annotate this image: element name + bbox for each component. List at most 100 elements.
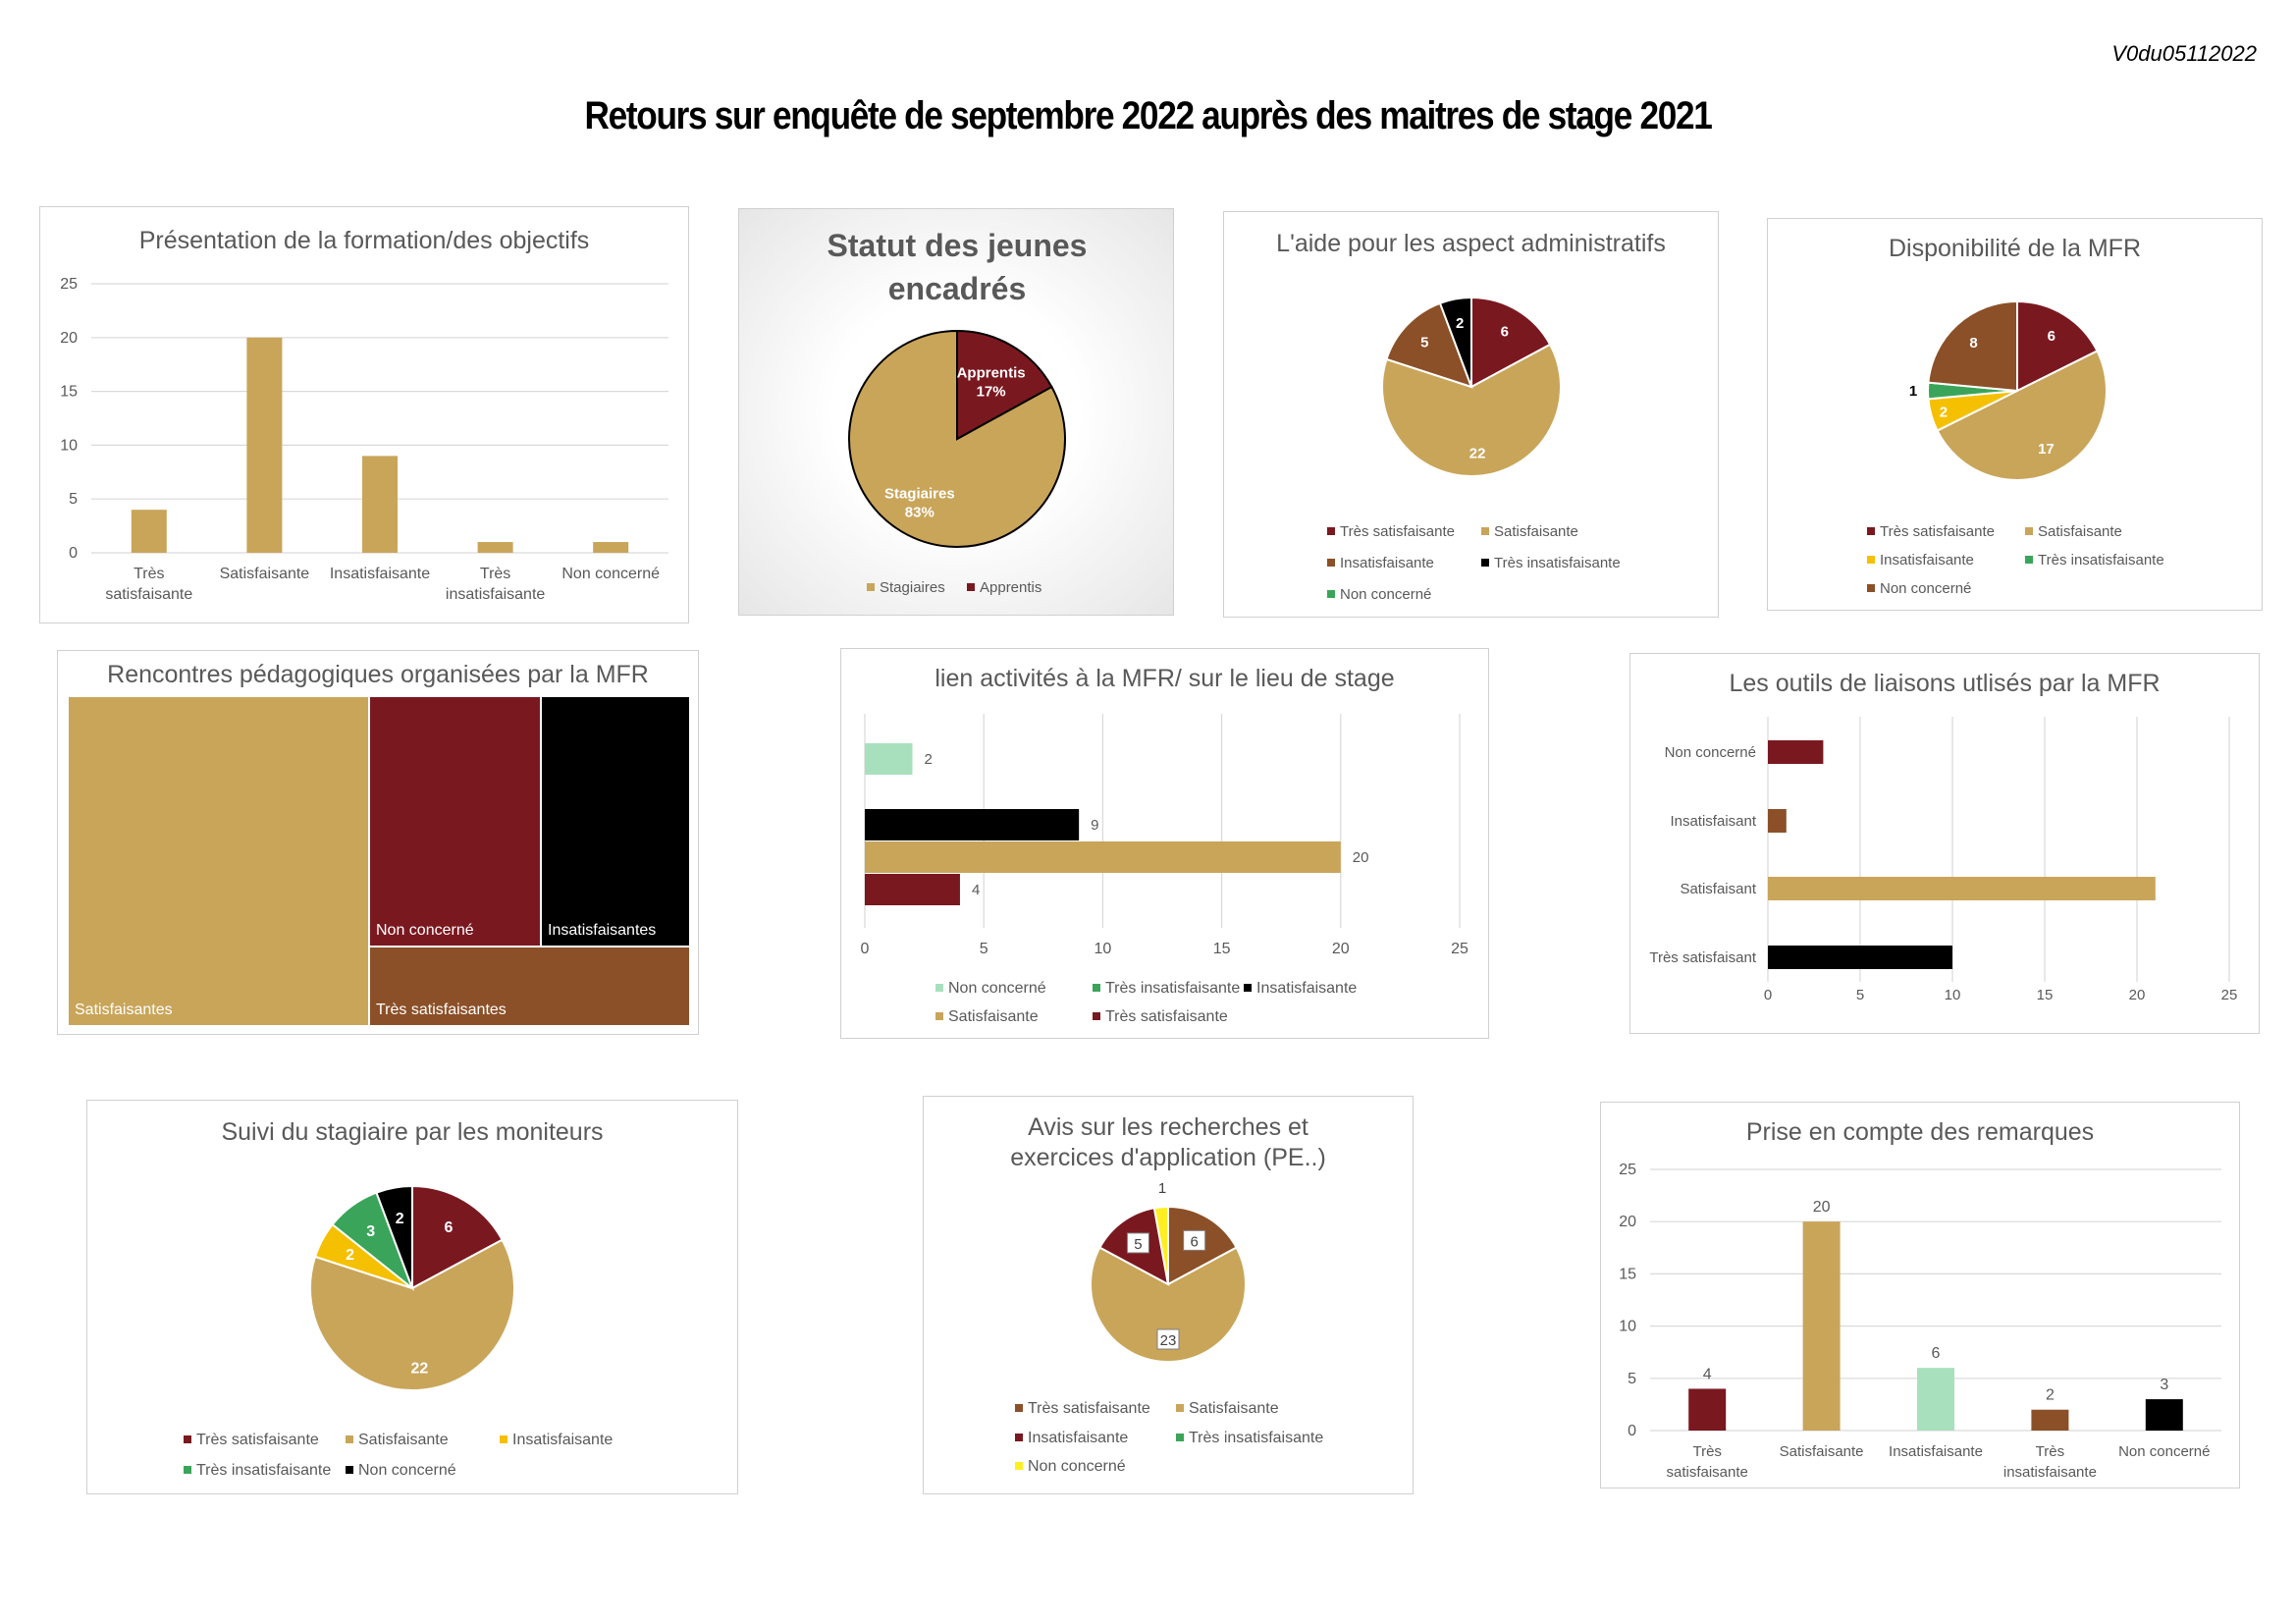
legend-label: Non concerné (1880, 580, 1971, 597)
legend-label: Très insatisfaisante (1189, 1430, 1323, 1446)
y-tick-label: 15 (1619, 1266, 1636, 1282)
slice-value: 2 (346, 1247, 354, 1264)
x-tick-label: 10 (1945, 987, 1961, 1003)
legend-swatch (346, 1435, 353, 1443)
slice-value: 22 (1469, 446, 1486, 462)
legend-swatch (1481, 559, 1489, 567)
x-tick-label: Très (2036, 1443, 2064, 1460)
x-tick-label: 20 (1332, 941, 1350, 957)
slice-value: 23 (1160, 1332, 1177, 1349)
legend-label: Stagiaires (880, 579, 945, 596)
chart-lien-svg: 0 5 10 15 20 25 2 9 20 4 Non concerné Très insatisf… (861, 714, 1468, 1025)
legend-label: Très satisfaisante (196, 1432, 319, 1448)
y-tick-label: 10 (1619, 1319, 1636, 1335)
x-tick-label: 5 (980, 941, 988, 957)
data-label: 20 (1353, 849, 1369, 866)
chart-title-line: Statut des jeunes (828, 228, 1088, 263)
legend-label: Très satisfaisante (1105, 1008, 1228, 1025)
slice-value: 17 (2038, 441, 2055, 458)
bar (1688, 1388, 1727, 1431)
legend-swatch (1093, 984, 1100, 992)
y-tick-label: Insatisfaisant (1670, 813, 1756, 830)
slice-value-box (1126, 1232, 1149, 1254)
slice-value: 2 (1940, 404, 1948, 420)
chart-title-line: encadrés (888, 271, 1027, 306)
legend-label: Très satisfaisante (1340, 523, 1455, 540)
data-label: 20 (1813, 1199, 1831, 1216)
legend-label: Apprentis (980, 579, 1041, 596)
chart-avis-svg: 6 23 5 1 Très satisfaisante Satisfaisante Insa… (1015, 1180, 1323, 1475)
slice-value: 6 (1190, 1233, 1198, 1250)
x-tick-label: insatisfaisante (2003, 1464, 2097, 1481)
legend-label: Très satisfaisante (1028, 1400, 1150, 1417)
bar (1768, 877, 2156, 900)
x-tick-label: 5 (1856, 987, 1864, 1003)
legend-label: Satisfaisante (2038, 523, 2122, 540)
data-label: 3 (2160, 1377, 2168, 1393)
y-tick-label: 5 (69, 491, 78, 508)
x-tick-label: Insatisfaisante (1889, 1443, 1983, 1460)
legend-swatch (1327, 527, 1335, 535)
data-label: 4 (1703, 1366, 1712, 1382)
chart-title: Les outils de liaisons utlisés par la MF… (1729, 670, 2161, 697)
chart-title-line-2: exercices d'application (PE..) (1010, 1144, 1326, 1171)
treemap-cell-satisfaisantes: Satisfaisantes (68, 696, 369, 1026)
chart-prise-svg: 0 5 10 15 20 25 4 Très satisfaisante 20 Satisfaisa… (1619, 1162, 2221, 1481)
x-tick-label: Non concerné (561, 566, 660, 582)
slice-value: 2 (1456, 315, 1464, 332)
legend-label: Insatisfaisante (1256, 980, 1357, 997)
x-tick-label: Non concerné (2118, 1443, 2210, 1460)
legend-swatch (500, 1435, 507, 1443)
legend-label: Très insatisfaisante (1494, 555, 1621, 571)
pie-slice (1152, 1205, 1169, 1285)
legend-swatch (184, 1435, 191, 1443)
chart-title: Rencontres pédagogiques organisées par l… (107, 661, 649, 688)
treemap-cell-tres-satisfaisantes: Très satisfaisantes (369, 947, 690, 1026)
x-tick-label: 20 (2129, 987, 2146, 1003)
pie-slice (1385, 301, 1473, 389)
treemap-cell-insatisfaisantes: Insatisfaisantes (541, 696, 690, 947)
y-tick-label: 15 (60, 384, 78, 401)
legend-swatch (867, 583, 875, 591)
bar (865, 874, 960, 905)
legend-label: Très insatisfaisante (2038, 552, 2164, 568)
x-tick-label: satisfaisante (1667, 1464, 1748, 1481)
x-tick-label: Très (133, 566, 164, 582)
chart-outils-liaison: Les outils de liaisons utlisés par la MF… (1629, 653, 2260, 1034)
treemap-cell-non-concerne: Non concerné (369, 696, 541, 947)
chart-dispo-svg: 6 17 2 1 8 Très satisfaisante Satisfaisante Ins… (1867, 299, 2164, 597)
legend-swatch (1015, 1404, 1023, 1412)
pie-slice (1936, 350, 2108, 481)
bar (865, 841, 1341, 873)
y-tick-label: Satisfaisant (1680, 881, 1756, 897)
y-tick-label: Non concerné (1665, 744, 1756, 761)
legend-swatch (935, 984, 943, 992)
legend-label: Insatisfaisante (512, 1432, 613, 1448)
slice-label: Apprentis (957, 364, 1026, 381)
x-tick-label: Très (1692, 1443, 1721, 1460)
x-tick-label: 25 (2221, 987, 2238, 1003)
bar (362, 456, 398, 553)
slice-value: 6 (1501, 323, 1509, 340)
legend-swatch (1176, 1404, 1184, 1412)
slice-value: 2 (396, 1211, 404, 1227)
legend-label: Très insatisfaisante (196, 1462, 331, 1479)
slice-value: 22 (410, 1361, 428, 1378)
chart-title: Présentation de la formation/des objecti… (138, 227, 590, 254)
bar (865, 809, 1080, 840)
chart-title: L'aide pour les aspect administratifs (1276, 230, 1666, 257)
treemap-label: Très satisfaisantes (376, 1001, 507, 1018)
legend-swatch (1015, 1462, 1023, 1470)
slice-value: 5 (1134, 1236, 1142, 1253)
chart-presentation-svg: 0 5 10 15 20 25 Très satisfaisante Satisfaisante… (60, 276, 668, 603)
legend-swatch (1244, 984, 1252, 992)
slice-value: 3 (366, 1223, 375, 1240)
legend-swatch (935, 1012, 943, 1020)
legend-label: Satisfaisante (1189, 1400, 1279, 1417)
y-tick-label: Très satisfaisant (1649, 949, 1756, 966)
legend-swatch (1176, 1434, 1184, 1441)
x-tick-label: 10 (1095, 941, 1112, 957)
y-tick-label: 0 (69, 545, 78, 562)
bar (2145, 1399, 2183, 1431)
chart-statut-svg: Statut des jeunes encadrés Stagiaires 83% Ap… (828, 228, 1088, 596)
